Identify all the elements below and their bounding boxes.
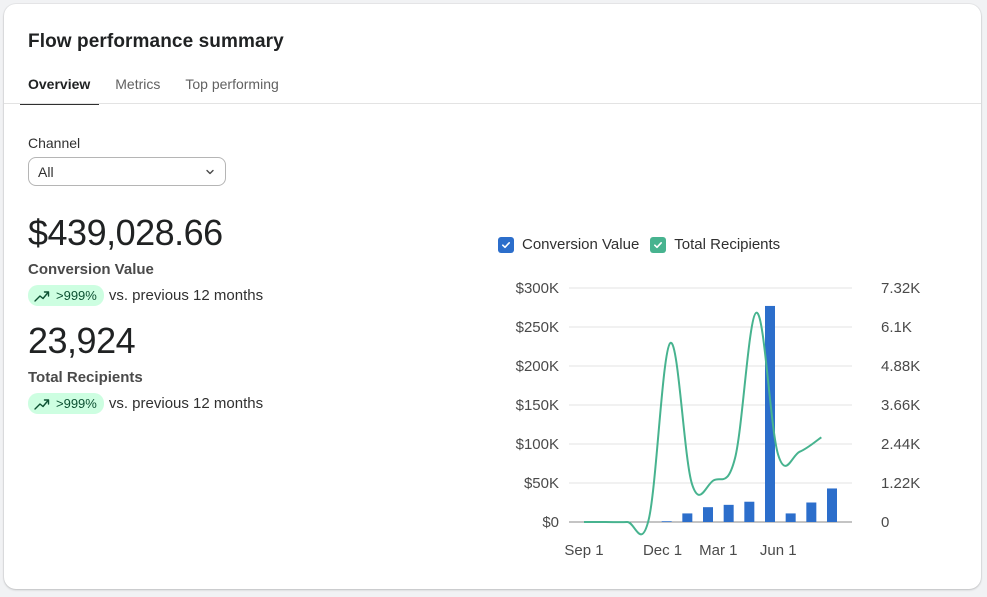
trend-up-icon (34, 290, 50, 302)
legend-label: Conversion Value (522, 236, 640, 253)
tab-bar: Overview Metrics Top performing (20, 68, 296, 105)
total-recipients-trend: >999% vs. previous 12 months (28, 393, 263, 414)
bar (723, 504, 734, 522)
bar (765, 305, 775, 522)
conversion-value-label: Conversion Value (28, 261, 154, 278)
x-tick-label: Mar 1 (699, 542, 737, 559)
bar (806, 502, 817, 522)
bar (703, 507, 713, 522)
tab-metrics[interactable]: Metrics (115, 76, 161, 92)
total-recipients-label: Total Recipients (28, 369, 143, 386)
tab-top-performing[interactable]: Top performing (185, 76, 279, 92)
y-right-tick-label: 7.32K (881, 280, 920, 297)
trend-up-icon (34, 398, 50, 410)
y-left-tick-label: $50K (524, 475, 559, 492)
trend-badge: >999% (28, 393, 104, 414)
channel-label: Channel (28, 135, 81, 151)
legend-label: Total Recipients (674, 236, 781, 253)
y-right-tick-label: 3.66K (881, 397, 920, 414)
y-left-tick-label: $0 (542, 514, 559, 531)
bar (827, 488, 837, 522)
conversion-value-amount: $439,028.66 (28, 212, 223, 253)
chart-legend: Conversion Value Total Recipients (498, 236, 791, 253)
channel-select-value: All (38, 164, 54, 180)
y-right-tick-label: 0 (881, 514, 889, 531)
performance-chart: $300K $250K $200K $150K $100K $50K $0 7.32K 6.1K… (516, 280, 921, 559)
y-right-tick-label: 1.22K (881, 475, 920, 492)
tab-divider (4, 103, 981, 104)
y-right-tick-label: 4.88K (881, 358, 920, 375)
trend-badge-text: >999% (56, 288, 97, 303)
x-tick-label: Dec 1 (643, 542, 682, 559)
x-tick-label: Sep 1 (564, 542, 603, 559)
checkbox-checked-icon[interactable] (498, 236, 514, 253)
total-recipients-amount: 23,924 (28, 320, 136, 361)
chevron-down-icon (206, 169, 214, 175)
y-left-tick-label: $100K (516, 436, 559, 453)
bar (682, 513, 693, 522)
tab-overview[interactable]: Overview (20, 68, 100, 105)
flow-performance-card: Flow performance summary Overview Metric… (4, 4, 981, 589)
card-title: Flow performance summary (28, 31, 284, 52)
trend-comparison: vs. previous 12 months (108, 287, 264, 304)
trend-badge: >999% (28, 285, 104, 306)
recipients-line (584, 311, 822, 536)
bar (744, 501, 755, 522)
bar (661, 521, 672, 522)
y-left-tick-label: $300K (516, 280, 559, 297)
bar (785, 513, 796, 522)
trend-badge-text: >999% (56, 396, 97, 411)
channel-select[interactable]: All (28, 157, 226, 186)
y-left-tick-label: $150K (516, 397, 559, 414)
legend-item-total-recipients[interactable]: Total Recipients (650, 236, 780, 253)
checkbox-checked-icon[interactable] (650, 236, 667, 253)
trend-comparison: vs. previous 12 months (108, 395, 264, 412)
y-left-tick-label: $200K (516, 358, 559, 375)
x-tick-label: Jun 1 (760, 542, 797, 559)
legend-item-conversion-value[interactable]: Conversion Value (498, 236, 639, 253)
y-right-tick-label: 6.1K (881, 319, 912, 336)
conversion-value-trend: >999% vs. previous 12 months (28, 285, 263, 306)
y-left-tick-label: $250K (516, 319, 559, 336)
y-right-tick-label: 2.44K (881, 436, 920, 453)
